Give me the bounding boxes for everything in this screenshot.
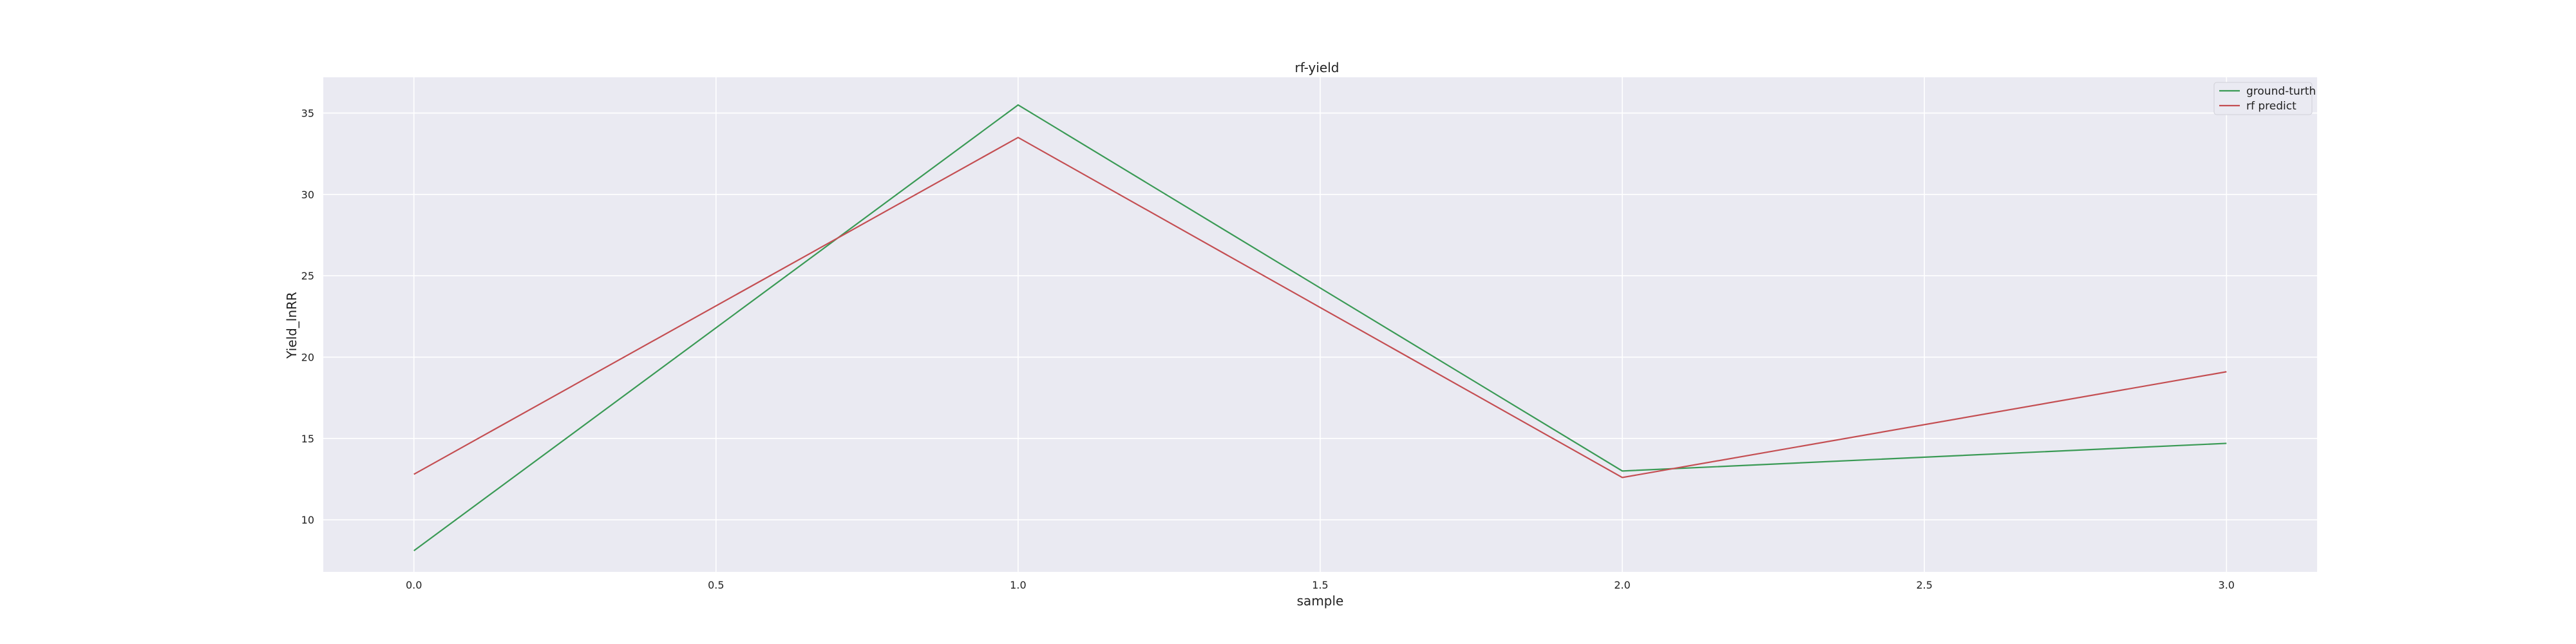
y-tick-label: 30 [301,189,314,201]
x-tick-label: 0.0 [406,579,422,591]
legend: ground-turth rf predict [2213,82,2316,115]
y-tick-labels: 10 15 20 25 30 35 [301,108,314,527]
x-tick-label: 2.5 [1916,579,1932,591]
y-tick-label: 10 [301,514,314,526]
series-line-ground-turth [413,104,2227,552]
chart-title: rf-yield [1295,60,1340,75]
legend-label-rf-predict: rf predict [2246,100,2297,113]
x-tick-label: 2.0 [1614,579,1630,591]
series-lines [413,104,2227,552]
series-line-rf-predict [413,137,2227,478]
y-axis-label: Yield_lnRR [284,292,299,359]
y-tick-label: 35 [301,108,314,120]
y-tick-label: 20 [301,352,314,364]
x-tick-label: 1.5 [1312,579,1328,591]
x-tick-labels: 0.0 0.5 1.0 1.5 2.0 2.5 3.0 [406,579,2235,591]
x-tick-label: 0.5 [708,579,724,591]
x-tick-label: 3.0 [2219,579,2235,591]
x-axis-label: sample [1297,593,1344,609]
grid-lines [323,77,2317,572]
y-tick-label: 15 [301,433,314,445]
legend-label-ground-turth: ground-turth [2246,85,2316,98]
y-tick-label: 25 [301,270,314,282]
x-tick-label: 1.0 [1010,579,1026,591]
